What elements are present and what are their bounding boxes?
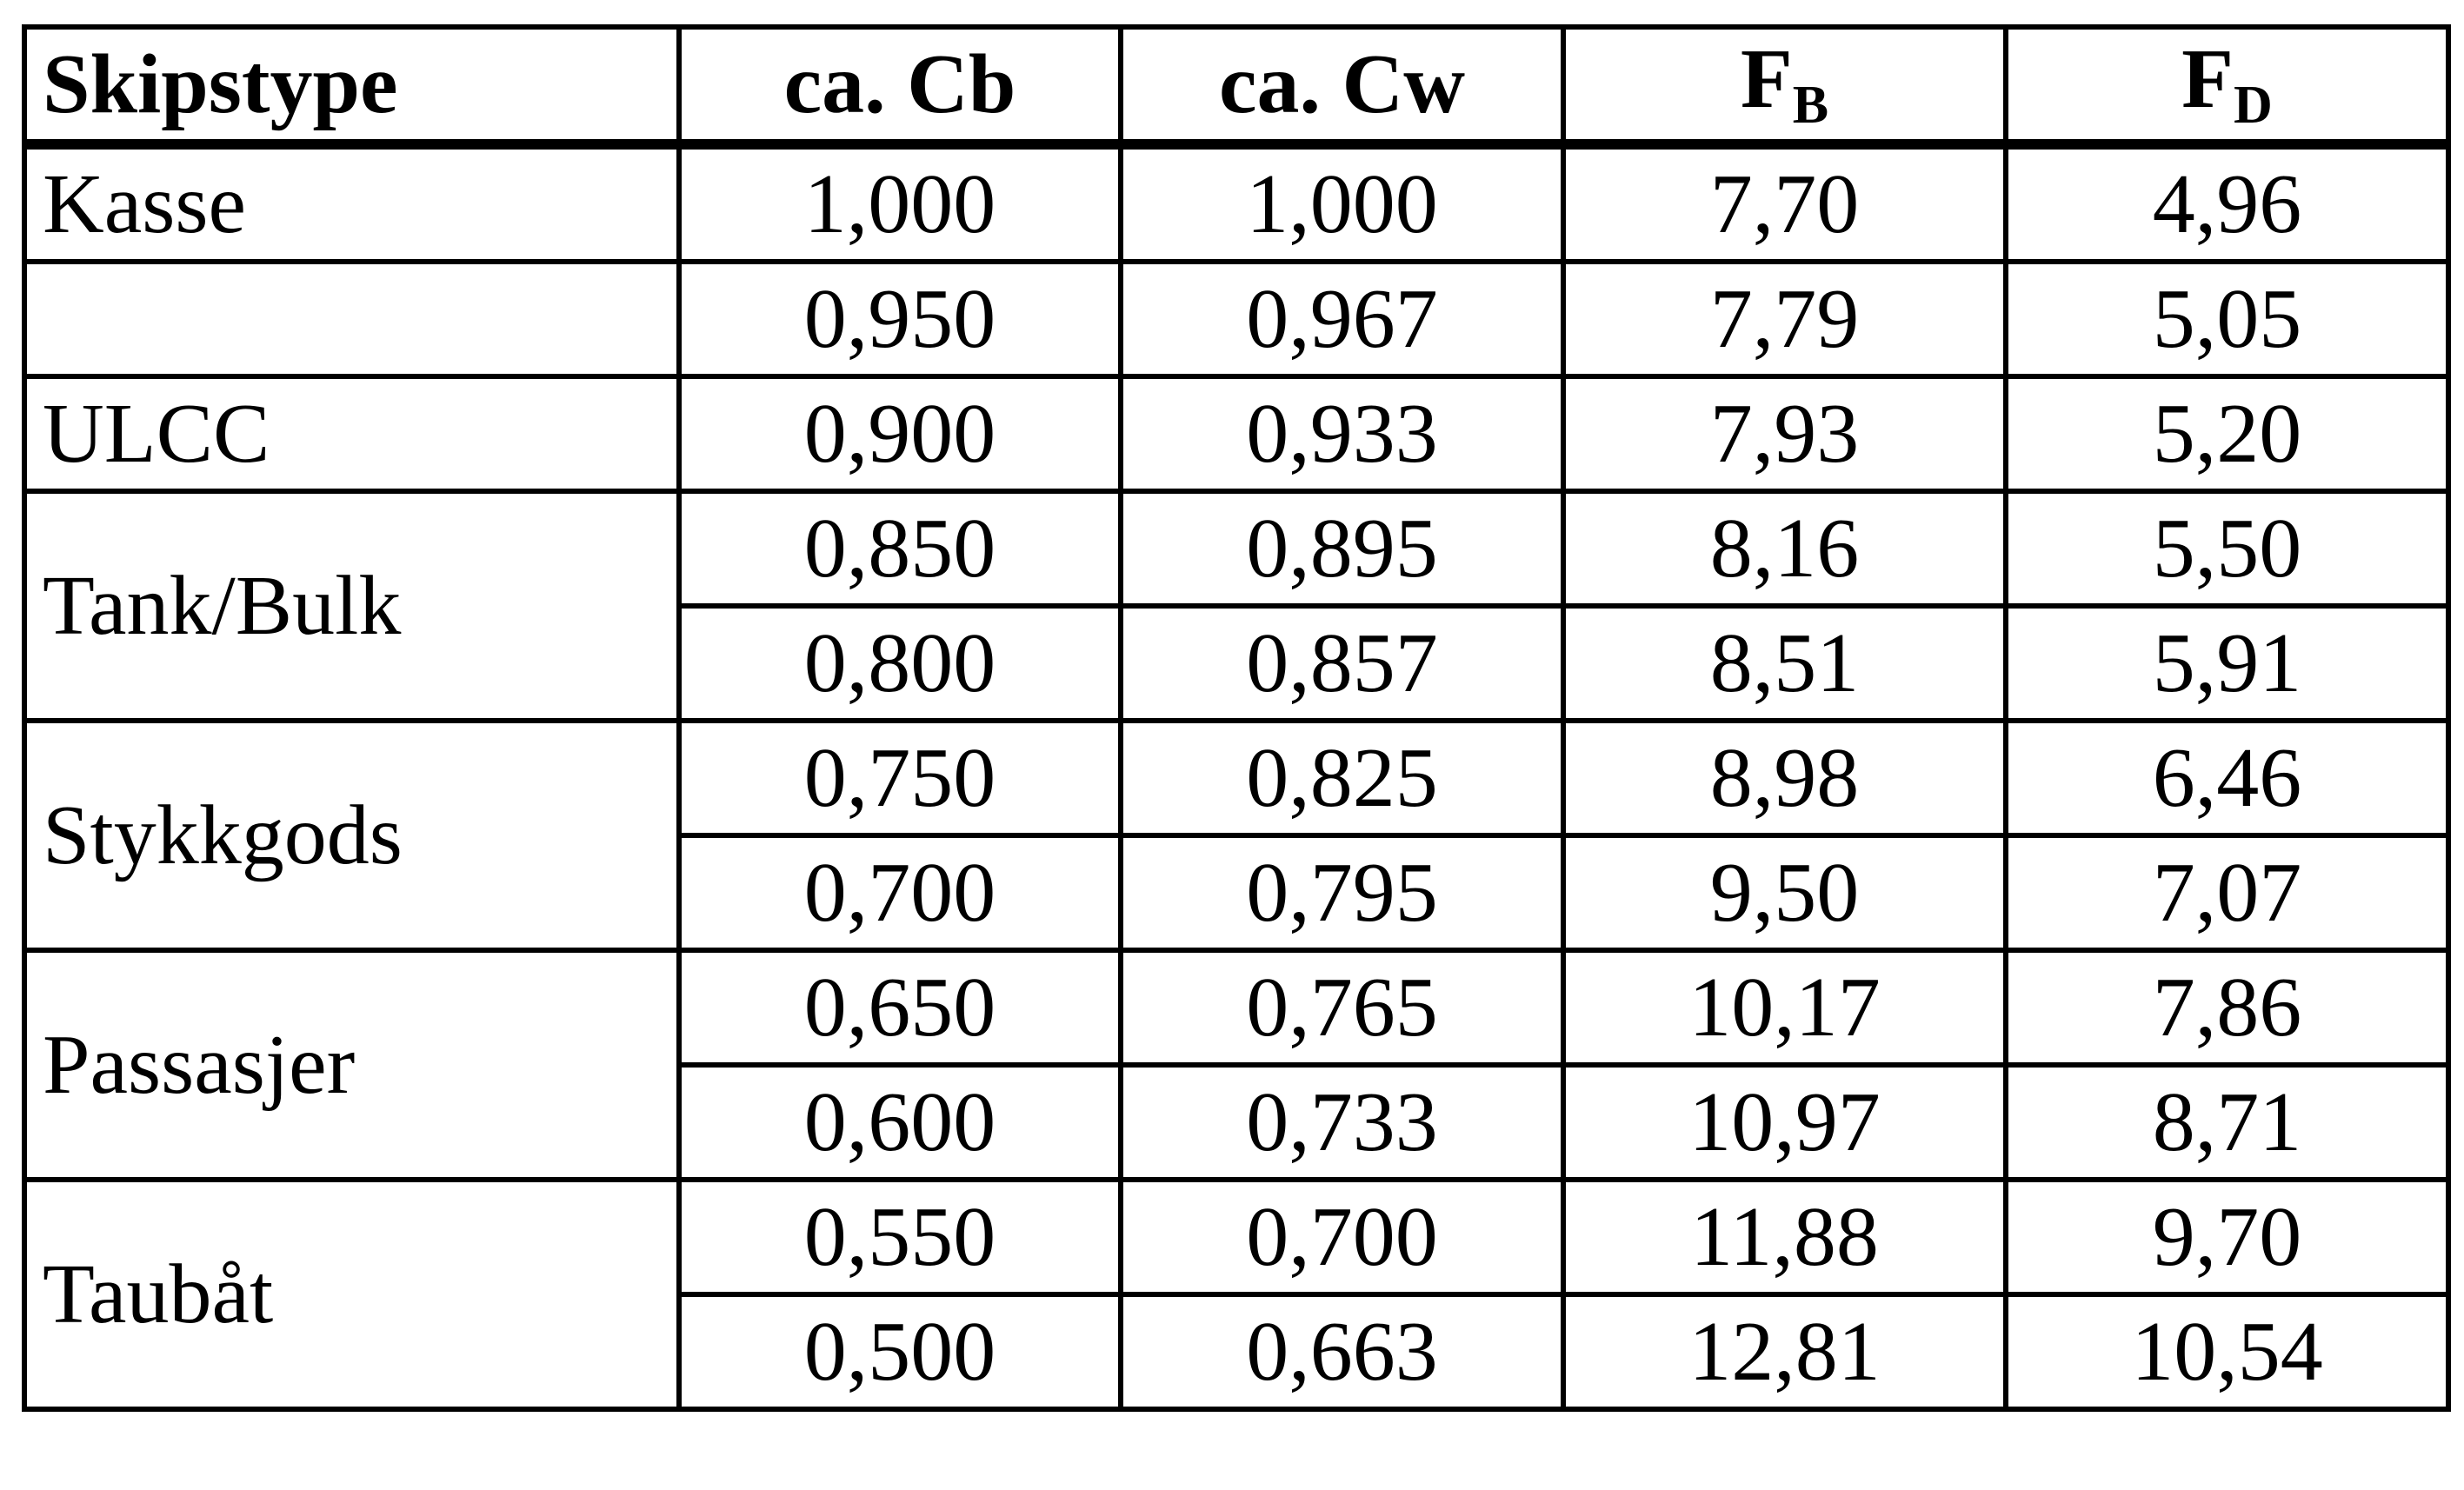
value-cell: 0,967 [1118, 259, 1566, 379]
value-cell: 7,79 [1561, 259, 2008, 379]
value-cell: 8,71 [2003, 1062, 2451, 1182]
value-cell: 5,20 [2003, 374, 2451, 494]
table-row: 0,500 0,663 12,81 10,54 [24, 1292, 2451, 1412]
table-row: Passasjer 0,650 0,765 10,17 7,86 [22, 948, 2451, 1182]
value-cell: 5,50 [2003, 489, 2451, 609]
value-cell: 0,895 [1118, 489, 1566, 609]
ship-type-cell: Kasse [22, 142, 682, 264]
value-cell: 0,733 [1118, 1062, 1566, 1182]
header-row: Skipstype ca. Cb ca. Cw FB FD [22, 24, 2451, 150]
value-cell: 8,16 [1561, 489, 2008, 609]
value-cell: 8,51 [1561, 603, 2008, 723]
value-cell: 11,88 [1561, 1177, 2008, 1297]
value-cell: 0,600 [676, 1062, 1123, 1182]
value-cell: 5,05 [2003, 259, 2451, 379]
table-row: 0,950 0,967 7,79 5,05 [22, 259, 2451, 379]
value-cell: 0,663 [1118, 1292, 1566, 1412]
value-cell: 1,000 [1118, 142, 1566, 264]
value-cell: 7,07 [2003, 833, 2451, 953]
ship-type-cell: Tank/Bulk [22, 489, 682, 723]
value-cell: 7,93 [1561, 374, 2008, 494]
value-cell: 0,800 [676, 603, 1123, 723]
value-cell: 0,750 [676, 718, 1123, 838]
header-cell: FB [1561, 24, 2008, 150]
value-cell: 0,700 [676, 833, 1123, 953]
value-cell: 7,86 [2003, 948, 2451, 1068]
value-cell: 9,50 [1561, 833, 2008, 953]
table-row: ULCC 0,900 0,933 7,93 5,20 [22, 374, 2451, 494]
header-main: F [2181, 32, 2234, 126]
table-row: Stykkgods 0,750 0,825 8,98 6,46 [22, 718, 2451, 953]
value-cell: 0,825 [1118, 718, 1566, 838]
value-cell: 0,700 [1118, 1177, 1566, 1297]
header-cell: ca. Cw [1118, 24, 1566, 150]
table-body: Kasse 1,000 1,000 7,70 4,96 0,950 0,967 7,79 5,0… [22, 142, 2451, 1412]
value-cell: 0,857 [1118, 603, 1566, 723]
header-sub: B [1792, 76, 1829, 135]
value-cell: 9,70 [2003, 1177, 2451, 1297]
value-cell: 0,900 [676, 374, 1123, 494]
table-row: 0,700 0,795 9,50 7,07 [24, 833, 2451, 953]
ship-type-cell: ULCC [22, 374, 682, 494]
table-row: Taubåt 0,550 0,700 11,88 9,70 [22, 1177, 2451, 1412]
value-cell: 10,97 [1561, 1062, 2008, 1182]
value-cell: 7,70 [1561, 142, 2008, 264]
value-cell: 1,000 [676, 142, 1123, 264]
value-cell: 0,933 [1118, 374, 1566, 494]
value-cell: 0,950 [676, 259, 1123, 379]
value-cell: 6,46 [2003, 718, 2451, 838]
value-cell: 0,795 [1118, 833, 1566, 953]
data-table: Skipstype ca. Cb ca. Cw FB FD Kasse 1,000 1,00… [22, 24, 2451, 1412]
value-cell: 8,98 [1561, 718, 2008, 838]
ship-type-cell: Taubåt [22, 1177, 682, 1412]
header-main: F [1740, 32, 1793, 126]
ship-type-cell [22, 259, 682, 379]
value-cell: 0,550 [676, 1177, 1123, 1297]
value-cell: 0,765 [1118, 948, 1566, 1068]
header-cell: Skipstype [22, 24, 682, 150]
table-row: 0,600 0,733 10,97 8,71 [24, 1062, 2451, 1182]
value-cell: 4,96 [2003, 142, 2451, 264]
table-row: Tank/Bulk 0,850 0,895 8,16 5,50 [22, 489, 2451, 723]
value-cell: 0,650 [676, 948, 1123, 1068]
header-cell: ca. Cb [676, 24, 1123, 150]
header-sub: D [2234, 76, 2273, 135]
value-cell: 10,54 [2003, 1292, 2451, 1412]
table-row: 0,800 0,857 8,51 5,91 [24, 603, 2451, 723]
header-cell: FD [2003, 24, 2451, 150]
value-cell: 10,17 [1561, 948, 2008, 1068]
value-cell: 5,91 [2003, 603, 2451, 723]
ship-type-cell: Passasjer [22, 948, 682, 1182]
value-cell: 0,500 [676, 1292, 1123, 1412]
value-cell: 12,81 [1561, 1292, 2008, 1412]
table-row: Kasse 1,000 1,000 7,70 4,96 [22, 142, 2451, 264]
value-cell: 0,850 [676, 489, 1123, 609]
ship-type-cell: Stykkgods [22, 718, 682, 953]
